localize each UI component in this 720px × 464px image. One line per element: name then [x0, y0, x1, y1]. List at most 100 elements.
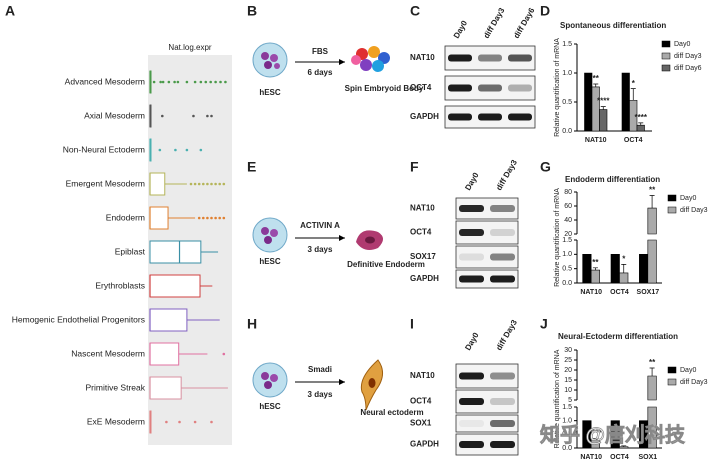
band — [490, 253, 515, 261]
legend-label: Day0 — [680, 367, 696, 374]
band — [448, 54, 472, 62]
lane-label: diff Day3 — [482, 6, 507, 40]
y-tick-label: 5 — [568, 397, 572, 404]
category-label: ExE Mesoderm — [87, 416, 145, 426]
x-tick-label: OCT4 — [610, 454, 629, 461]
panel-label: F — [410, 159, 419, 175]
bar — [610, 254, 620, 284]
endoderm-cell — [356, 230, 383, 250]
blot-label: NAT10 — [410, 204, 435, 213]
band — [459, 275, 484, 283]
blot-label: NAT10 — [410, 371, 435, 380]
y-tick-label: 30 — [564, 347, 572, 354]
bar — [639, 254, 649, 284]
band — [478, 54, 502, 62]
category-label: Emergent Mesoderm — [66, 178, 145, 188]
panel-label: I — [410, 316, 414, 332]
legend-label: diff Day6 — [674, 65, 702, 72]
blot-frame — [455, 414, 519, 433]
outlier — [197, 216, 201, 220]
outlier — [206, 216, 209, 220]
error-bar — [630, 88, 636, 101]
lane-label: Day0 — [463, 331, 481, 353]
product: Definitive Endoderm — [347, 260, 425, 269]
significance: ** — [593, 74, 600, 83]
band — [459, 441, 484, 448]
outlier — [159, 80, 162, 84]
blot-label: GAPDH — [410, 112, 439, 121]
outlier — [219, 80, 222, 84]
error-bar — [592, 438, 598, 440]
band — [448, 113, 472, 121]
error-bar — [649, 367, 655, 376]
band — [508, 54, 532, 62]
y-tick-label: 80 — [564, 189, 572, 196]
legend-label: diff Day3 — [680, 379, 708, 386]
panel-label: B — [247, 3, 257, 19]
category-label: Endoderm — [106, 212, 145, 222]
band — [490, 372, 515, 380]
box — [149, 206, 169, 230]
blot-label: GAPDH — [410, 440, 439, 449]
panel-label: H — [247, 316, 257, 332]
panel-label: A — [5, 3, 15, 19]
duration: 3 days — [308, 245, 333, 254]
outlier — [178, 420, 181, 424]
blot-label: OCT4 — [410, 83, 432, 92]
box — [149, 274, 201, 298]
panel-label: E — [247, 159, 256, 175]
bar — [629, 99, 638, 132]
band — [459, 253, 484, 261]
box — [149, 376, 182, 400]
bar — [591, 86, 600, 132]
outlier — [152, 80, 156, 84]
category-label: Nascent Mesoderm — [71, 348, 145, 358]
y-tick-label: 1.0 — [562, 70, 572, 77]
y-tick-label: 1.0 — [562, 418, 572, 425]
chart-title: Endoderm differentiation — [565, 175, 660, 184]
outlier — [222, 216, 226, 220]
band — [459, 420, 484, 427]
band — [508, 84, 532, 92]
blot-label: GAPDH — [410, 274, 439, 283]
x-tick-label: OCT4 — [610, 289, 629, 296]
outlier — [222, 352, 226, 356]
band — [490, 441, 515, 448]
bar — [582, 420, 592, 449]
outlier — [202, 216, 205, 220]
bar — [599, 109, 608, 132]
outlier — [173, 80, 176, 84]
lane-label: Day0 — [452, 19, 470, 41]
y-tick-label: 1.5 — [562, 237, 572, 244]
hesc-cell — [252, 42, 288, 78]
band — [490, 420, 515, 427]
error-bar — [649, 195, 655, 209]
blot-frame — [455, 433, 519, 456]
outlier — [199, 80, 203, 84]
outlier — [174, 148, 177, 152]
outlier — [210, 182, 213, 186]
outlier — [210, 420, 213, 424]
bar — [647, 375, 657, 449]
blot-frame — [455, 269, 519, 289]
significance: **** — [589, 429, 602, 438]
x-tick-label: OCT4 — [624, 137, 643, 144]
outlier — [199, 148, 203, 152]
legend-swatch — [661, 40, 671, 48]
bar — [584, 72, 593, 132]
y-tick-label: 0.5 — [562, 99, 572, 106]
outlier — [210, 114, 213, 118]
panel-label: G — [540, 159, 551, 175]
y-tick-label: 0.5 — [562, 266, 572, 273]
x-tick-label: NAT10 — [580, 289, 602, 296]
lane-label: diff Day6 — [512, 6, 537, 40]
box — [149, 240, 202, 264]
y-tick-label: 60 — [564, 203, 572, 210]
legend-swatch — [667, 366, 677, 374]
band — [478, 113, 502, 121]
outlier — [167, 80, 171, 84]
schematics — [252, 42, 390, 411]
outlier — [185, 148, 189, 152]
legend-swatch — [667, 194, 677, 202]
